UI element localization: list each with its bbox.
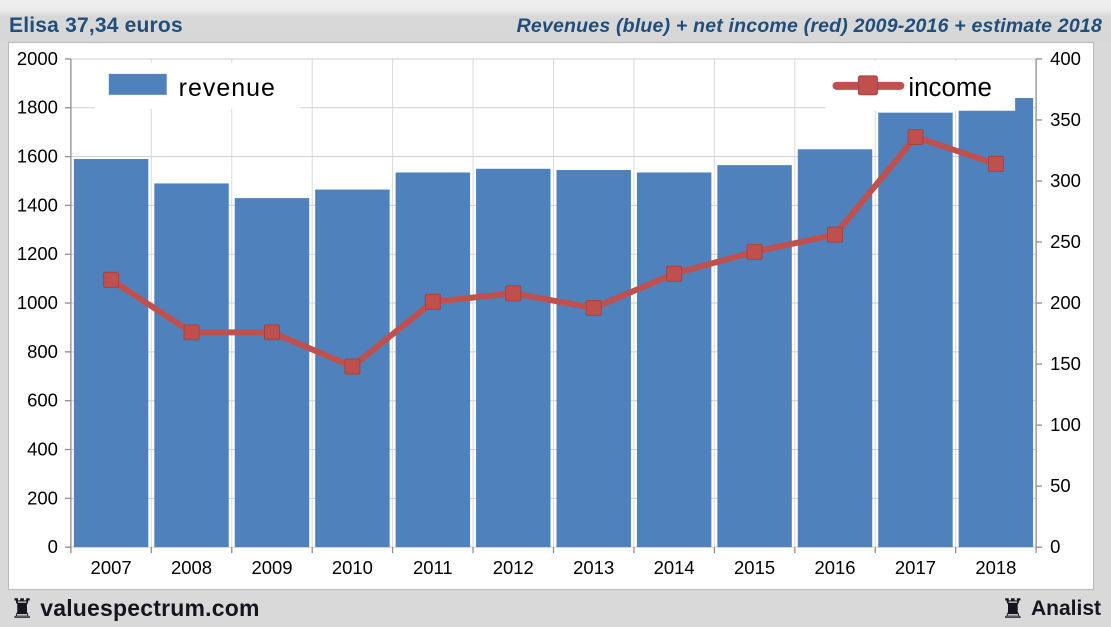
right-axis-tick-label: 100 bbox=[1050, 414, 1081, 435]
right-axis-tick-label: 350 bbox=[1050, 109, 1081, 130]
left-axis-tick-label: 1400 bbox=[17, 194, 58, 215]
left-axis-tick-label: 1800 bbox=[17, 97, 58, 118]
revenue-bar bbox=[476, 168, 551, 548]
income-marker bbox=[344, 358, 361, 375]
left-axis-tick-label: 400 bbox=[27, 439, 58, 460]
left-axis-tick-label: 200 bbox=[27, 487, 58, 508]
left-axis-tick-label: 1000 bbox=[17, 292, 58, 313]
x-axis-label: 2016 bbox=[814, 557, 855, 578]
revenue-bar bbox=[636, 172, 712, 548]
revenue-bar bbox=[958, 97, 1034, 548]
right-axis-tick-label: 150 bbox=[1050, 353, 1081, 374]
x-axis-label: 2011 bbox=[413, 557, 453, 578]
income-marker bbox=[103, 271, 120, 288]
right-axis-tick-label: 200 bbox=[1050, 292, 1081, 313]
x-axis-label: 2017 bbox=[895, 557, 936, 578]
income-line bbox=[108, 134, 999, 370]
income-marker bbox=[183, 324, 200, 341]
income-marker bbox=[987, 155, 1004, 172]
x-axis-label: 2009 bbox=[251, 557, 292, 578]
revenue-bar bbox=[556, 170, 631, 548]
legend-revenue: revenue bbox=[94, 62, 301, 109]
income-marker bbox=[666, 265, 683, 282]
chart-header: Elisa 37,34 euros Revenues (blue) + net … bbox=[0, 0, 1111, 42]
legend-income: income bbox=[825, 60, 1016, 111]
revenue-bar bbox=[717, 165, 792, 548]
x-axis-label: 2018 bbox=[975, 557, 1016, 578]
right-axis-tick-label: 0 bbox=[1050, 536, 1060, 557]
revenue-bar bbox=[797, 149, 873, 548]
left-axis-tick-label: 1600 bbox=[17, 146, 58, 167]
rook-icon: ♜ bbox=[1000, 593, 1025, 624]
income-marker bbox=[424, 293, 441, 310]
revenue-bar bbox=[154, 183, 229, 548]
legend-income-marker bbox=[857, 75, 878, 96]
left-axis-tick-label: 1200 bbox=[17, 243, 58, 264]
combo-chart: 0 200 400 600 800 1000 1200 1400 1600 1800 2000 0 50… bbox=[17, 48, 1081, 578]
x-axis-label: 2010 bbox=[332, 557, 373, 578]
chart-subtitle: Revenues (blue) + net income (red) 2009-… bbox=[516, 15, 1102, 37]
legend-revenue-label: revenue bbox=[179, 74, 276, 102]
income-marker bbox=[827, 226, 844, 243]
rook-icon: ♜ bbox=[10, 593, 35, 624]
x-axis-label: 2007 bbox=[91, 557, 132, 578]
right-axis-tick-label: 300 bbox=[1050, 170, 1081, 191]
income-marker bbox=[505, 285, 522, 302]
revenue-bar bbox=[73, 159, 149, 548]
right-axis-tick-label: 50 bbox=[1050, 475, 1071, 496]
income-marker bbox=[907, 129, 924, 146]
brand-group: ♜ valuespectrum.com bbox=[10, 595, 260, 622]
chart-area: 0 200 400 600 800 1000 1200 1400 1600 1800 2000 0 50… bbox=[8, 42, 1094, 590]
x-axis-label: 2013 bbox=[573, 557, 614, 578]
x-axis-label: 2015 bbox=[734, 557, 775, 578]
income-marker bbox=[746, 243, 763, 260]
legend-income-label: income bbox=[908, 74, 992, 102]
x-axis-label: 2012 bbox=[493, 557, 534, 578]
footer: ♜ valuespectrum.com ♜ Analist bbox=[0, 592, 1111, 627]
x-axis-label: 2008 bbox=[171, 557, 212, 578]
analist-group: ♜ Analist bbox=[1000, 593, 1101, 624]
right-axis-tick-label: 250 bbox=[1050, 231, 1081, 252]
left-axis-tick-label: 2000 bbox=[17, 48, 58, 69]
legend-revenue-swatch bbox=[108, 73, 167, 95]
left-axis-tick-label: 0 bbox=[48, 536, 58, 557]
left-axis-tick-label: 800 bbox=[27, 341, 58, 362]
instrument-title: Elisa 37,34 euros bbox=[9, 14, 183, 37]
revenue-bar bbox=[878, 112, 953, 548]
x-axis-label: 2014 bbox=[654, 557, 695, 578]
left-axis-tick-label: 600 bbox=[27, 390, 58, 411]
analist-label: Analist bbox=[1030, 596, 1101, 620]
income-marker bbox=[585, 299, 602, 316]
income-marker bbox=[263, 324, 280, 341]
right-axis-tick-label: 400 bbox=[1050, 48, 1081, 69]
revenue-bar bbox=[234, 198, 310, 548]
brand-name: valuespectrum.com bbox=[40, 595, 260, 621]
revenue-bar bbox=[395, 172, 471, 548]
